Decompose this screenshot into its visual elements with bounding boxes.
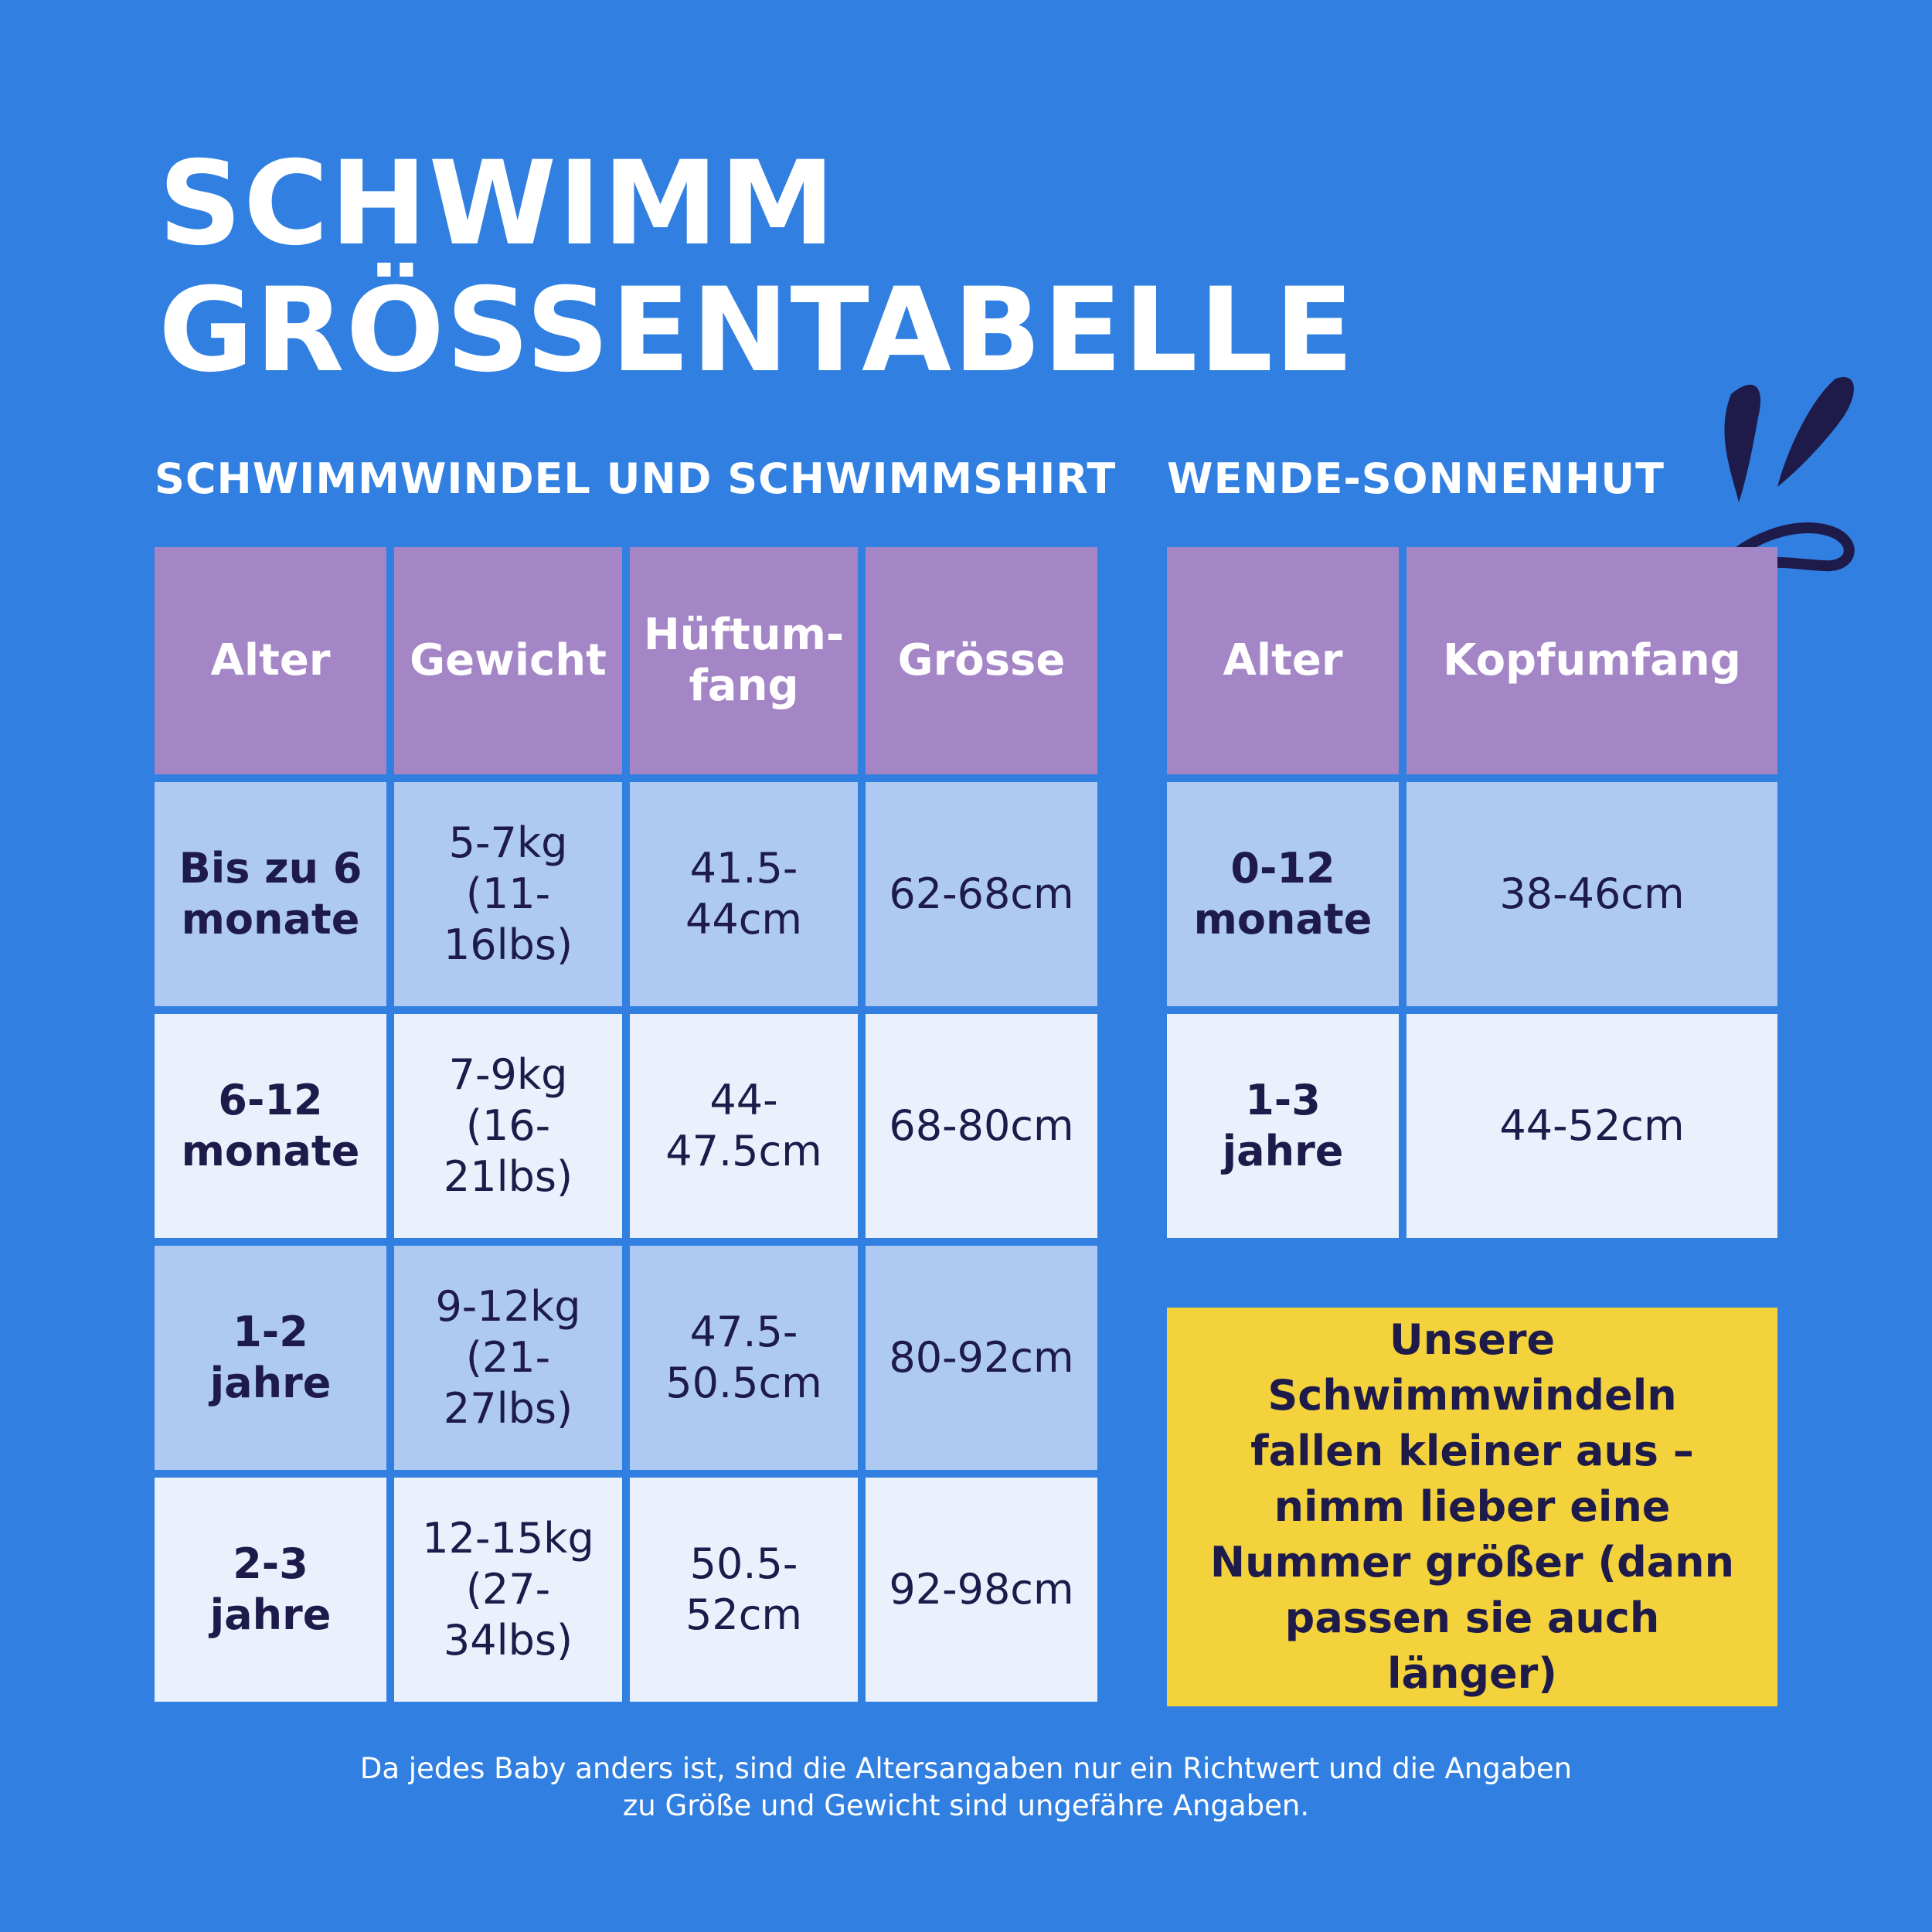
title-line-2: GRÖSSENTABELLE bbox=[158, 264, 1355, 398]
table-cell: 1-3 jahre bbox=[1167, 1014, 1399, 1238]
table-cell: 80-92cm bbox=[866, 1246, 1097, 1470]
column-header: Alter bbox=[155, 547, 386, 774]
table-cell: Bis zu 6 monate bbox=[155, 782, 386, 1006]
sizing-note-box: Unsere Schwimmwindeln fallen kleiner aus… bbox=[1167, 1308, 1777, 1706]
sun-hat-size-table: Alter Kopfumfang 0-12 monate 38-46cm 1-3… bbox=[1167, 547, 1777, 1238]
table-cell: 38-46cm bbox=[1406, 782, 1777, 1006]
table-cell: 47.5- 50.5cm bbox=[630, 1246, 858, 1470]
table-cell: 5-7kg (11-16lbs) bbox=[394, 782, 622, 1006]
table-cell: 62-68cm bbox=[866, 782, 1097, 1006]
table-cell: 9-12kg (21-27lbs) bbox=[394, 1246, 622, 1470]
column-header: Hüftum- fang bbox=[630, 547, 858, 774]
table-cell: 0-12 monate bbox=[1167, 782, 1399, 1006]
title-line-1: SCHWIMM bbox=[158, 137, 837, 271]
footer-line-2: zu Größe und Gewicht sind ungefähre Anga… bbox=[622, 1789, 1310, 1822]
column-header: Alter bbox=[1167, 547, 1399, 774]
column-header: Gewicht bbox=[394, 547, 622, 774]
sizing-note-text: Unsere Schwimmwindeln fallen kleiner aus… bbox=[1209, 1315, 1735, 1698]
table-cell: 44- 47.5cm bbox=[630, 1014, 858, 1238]
table-cell: 92-98cm bbox=[866, 1478, 1097, 1702]
swim-size-table: Alter Gewicht Hüftum- fang Grösse Bis zu… bbox=[155, 547, 1097, 1702]
swim-diaper-heading: SCHWIMMWINDEL UND SCHWIMMSHIRT bbox=[155, 454, 1117, 503]
sun-hat-heading: WENDE-SONNENHUT bbox=[1167, 454, 1665, 503]
table-cell: 68-80cm bbox=[866, 1014, 1097, 1238]
table-cell: 2-3 jahre bbox=[155, 1478, 386, 1702]
footer-disclaimer: Da jedes Baby anders ist, sind die Alter… bbox=[193, 1750, 1739, 1825]
table-cell: 7-9kg (16-21lbs) bbox=[394, 1014, 622, 1238]
table-cell: 12-15kg (27-34lbs) bbox=[394, 1478, 622, 1702]
column-header: Kopfumfang bbox=[1406, 547, 1777, 774]
table-cell: 6-12 monate bbox=[155, 1014, 386, 1238]
table-cell: 41.5- 44cm bbox=[630, 782, 858, 1006]
column-header: Grösse bbox=[866, 547, 1097, 774]
table-cell: 50.5- 52cm bbox=[630, 1478, 858, 1702]
table-cell: 44-52cm bbox=[1406, 1014, 1777, 1238]
page-title: SCHWIMM GRÖSSENTABELLE bbox=[158, 141, 1355, 394]
table-cell: 1-2 jahre bbox=[155, 1246, 386, 1470]
footer-line-1: Da jedes Baby anders ist, sind die Alter… bbox=[359, 1752, 1573, 1785]
